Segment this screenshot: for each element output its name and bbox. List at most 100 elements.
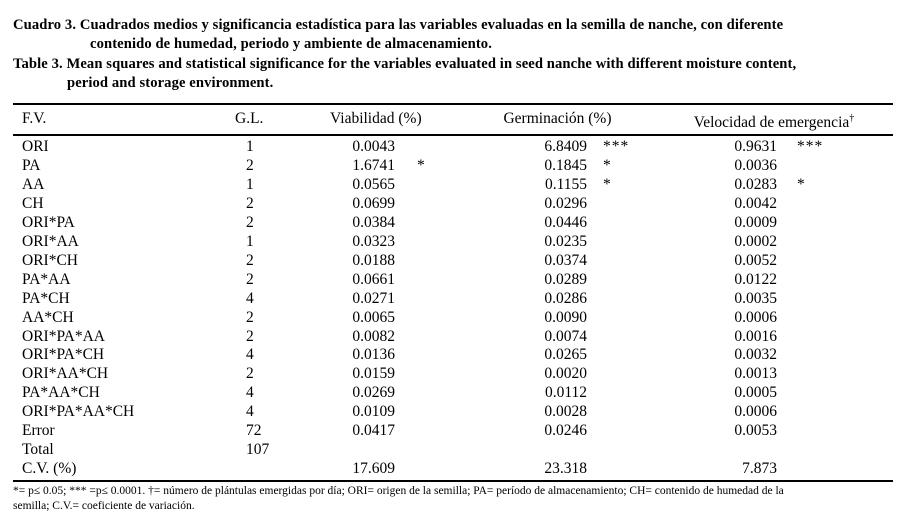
dagger-icon: †	[849, 113, 855, 124]
row-germination-significance	[587, 195, 655, 214]
row-emergence-significance	[777, 214, 893, 233]
row-emergence-value: 0.0013	[734, 365, 777, 383]
caption-es-line1: Cuadro 3. Cuadrados medios y significanc…	[13, 17, 784, 33]
row-emergence-significance: ***	[797, 138, 824, 155]
row-germination-value: 0.1155	[544, 175, 587, 193]
row-viability-significance	[395, 176, 460, 195]
row-germination-significance	[587, 214, 655, 233]
row-viability-value: 17.609	[352, 460, 395, 478]
row-viability-value: 0.0136	[352, 346, 395, 364]
row-viability-significance	[395, 309, 460, 328]
row-emergence-value: 0.9631	[734, 138, 777, 155]
row-source-of-variation: Error	[22, 422, 55, 440]
row-germination-significance	[587, 309, 655, 328]
row-source-of-variation: C.V. (%)	[22, 460, 77, 478]
row-emergence-significance	[777, 290, 893, 309]
row-germination-value: 0.0374	[544, 251, 587, 269]
row-viability-value: 1.6741	[352, 156, 395, 174]
row-viability-value: 0.0271	[352, 289, 395, 307]
row-viability-significance	[395, 233, 460, 252]
row-degrees-of-freedom: 2	[246, 194, 254, 212]
row-viability-value: 0.0082	[352, 327, 395, 345]
table-captions: Cuadro 3. Cuadrados medios y significanc…	[13, 16, 899, 93]
row-degrees-of-freedom: 4	[246, 289, 254, 307]
row-viability-significance	[395, 214, 460, 233]
row-emergence-significance	[777, 460, 893, 479]
row-degrees-of-freedom: 2	[246, 251, 254, 269]
row-degrees-of-freedom: 1	[246, 138, 254, 155]
table-row: AA*CH 2 0.0065 0.0090 0.0006	[13, 309, 893, 328]
row-source-of-variation: PA	[22, 156, 41, 174]
caption-en-line2: period and storage environment.	[67, 74, 274, 91]
row-emergence-value: 0.0002	[734, 232, 777, 250]
row-viability-value: 0.0065	[352, 308, 395, 326]
row-emergence-significance	[777, 271, 893, 290]
row-source-of-variation: PA*CH	[22, 289, 70, 307]
row-source-of-variation: CH	[22, 194, 44, 212]
row-germination-significance	[587, 328, 655, 347]
row-viability-value: 0.0188	[352, 251, 395, 269]
col-header-fv: F.V.	[22, 110, 47, 127]
row-germination-significance	[587, 460, 655, 479]
row-viability-value: 0.0269	[352, 384, 395, 402]
row-emergence-value: 0.0052	[734, 251, 777, 269]
row-degrees-of-freedom: 72	[246, 422, 262, 440]
row-source-of-variation: ORI*PA*CH	[22, 346, 105, 364]
row-viability-value: 0.0699	[352, 194, 395, 212]
row-source-of-variation: Total	[22, 441, 54, 459]
row-emergence-significance	[777, 384, 893, 403]
row-source-of-variation: ORI*AA*CH	[22, 365, 109, 383]
row-emergence-value: 0.0283	[734, 175, 777, 193]
row-emergence-significance	[777, 441, 893, 460]
row-emergence-value: 7.873	[742, 460, 777, 478]
row-degrees-of-freedom: 1	[246, 175, 254, 193]
table-footnote: *= p≤ 0.05; *** =p≤ 0.0001. †= número de…	[13, 484, 898, 514]
row-emergence-value: 0.0005	[734, 384, 777, 402]
row-emergence-value: 0.0042	[734, 194, 777, 212]
row-germination-value: 0.0246	[544, 422, 587, 440]
anova-table: F.V. G.L. Viabilidad (%) Germinación (%)…	[13, 103, 893, 483]
row-viability-value: 0.0043	[352, 138, 395, 155]
table-row: ORI*PA*AA*CH 4 0.0109 0.0028 0.0006	[13, 403, 893, 422]
footnote-line1: *= p≤ 0.05; *** =p≤ 0.0001. †= número de…	[13, 485, 784, 497]
table-row: Total 107	[13, 441, 893, 460]
row-viability-significance	[395, 384, 460, 403]
row-germination-value: 0.0235	[544, 232, 587, 250]
row-degrees-of-freedom	[228, 460, 325, 479]
row-degrees-of-freedom: 4	[246, 346, 254, 364]
row-degrees-of-freedom: 4	[246, 384, 254, 402]
table-row: ORI*PA*CH 4 0.0136 0.0265 0.0032	[13, 346, 893, 365]
row-source-of-variation: ORI	[22, 138, 49, 155]
row-degrees-of-freedom: 107	[246, 441, 270, 459]
row-emergence-significance	[777, 157, 893, 176]
row-source-of-variation: ORI*PA*AA	[22, 327, 105, 345]
row-viability-significance: *	[417, 156, 426, 174]
row-viability-significance	[395, 365, 460, 384]
row-emergence-significance	[777, 365, 893, 384]
row-germination-value: 0.0265	[544, 346, 587, 364]
table-row: PA*AA 2 0.0661 0.0289 0.0122	[13, 271, 893, 290]
row-germination-significance	[587, 252, 655, 271]
row-germination-value: 6.8409	[544, 138, 587, 155]
row-germination-significance	[587, 290, 655, 309]
table-row: C.V. (%) 17.609 23.318 7.873	[13, 460, 893, 479]
table-row: ORI 1 0.0043 6.8409 *** 0.9631 ***	[13, 138, 893, 157]
table-row: Error 72 0.0417 0.0246 0.0053	[13, 422, 893, 441]
row-degrees-of-freedom: 2	[246, 327, 254, 345]
row-viability-value: 0.0384	[352, 213, 395, 231]
row-degrees-of-freedom: 2	[246, 156, 254, 174]
row-viability-value: 0.0159	[352, 365, 395, 383]
row-viability-value: 0.0565	[352, 175, 395, 193]
row-emergence-significance	[777, 346, 893, 365]
col-header-germination: Germinación (%)	[503, 110, 612, 127]
table-row: ORI*PA*AA 2 0.0082 0.0074 0.0016	[13, 328, 893, 347]
row-emergence-significance	[777, 403, 893, 422]
row-source-of-variation: ORI*CH	[22, 251, 78, 269]
row-germination-value: 0.0112	[544, 384, 587, 402]
row-degrees-of-freedom: 4	[246, 403, 254, 421]
row-germination-value: 0.0028	[544, 403, 587, 421]
row-emergence-value: 0.0035	[734, 289, 777, 307]
row-emergence-value	[655, 441, 777, 460]
row-viability-value: 0.0323	[352, 232, 395, 250]
row-degrees-of-freedom: 2	[246, 308, 254, 326]
